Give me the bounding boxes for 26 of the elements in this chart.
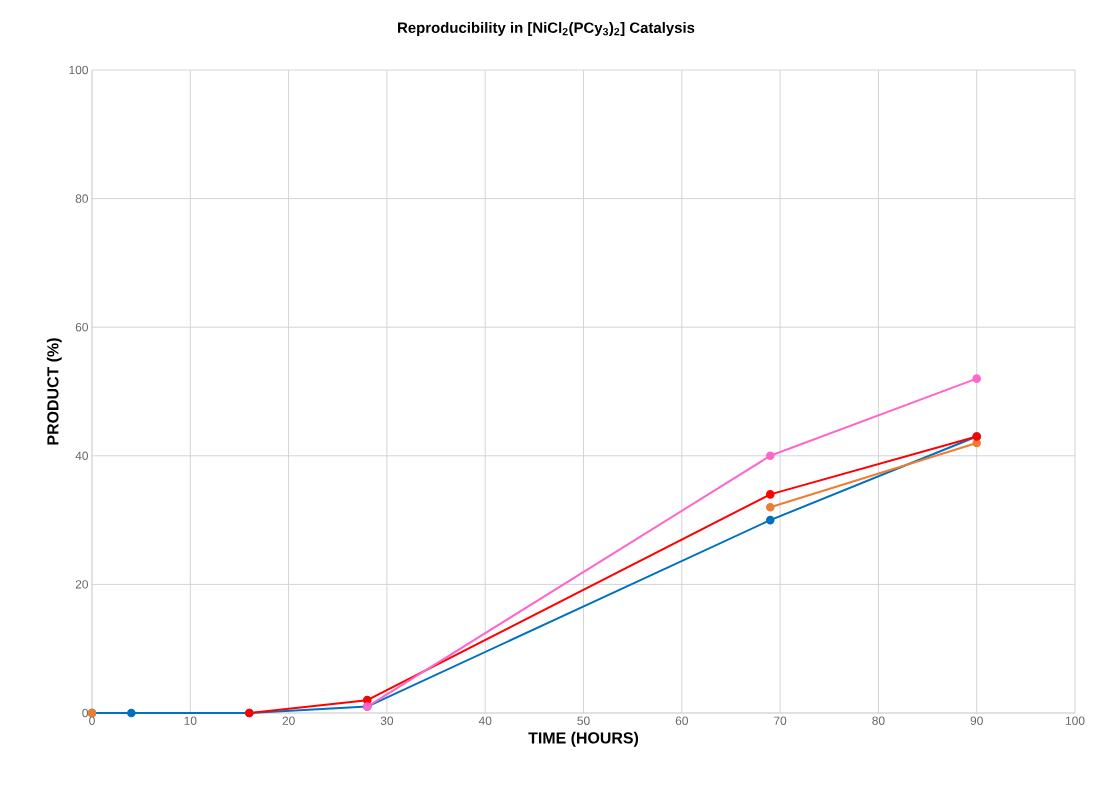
y-axis-title: PRODUCT (%)	[46, 338, 62, 445]
y-tick-label: 60	[75, 322, 89, 332]
x-tick-label: 100	[1065, 716, 1085, 725]
x-tick-label: 40	[478, 716, 492, 725]
point	[765, 515, 775, 525]
point	[127, 708, 136, 718]
x-tick-label: 80	[872, 716, 885, 725]
x-tick-label: 20	[282, 716, 295, 725]
x-tick-label: 60	[675, 716, 688, 725]
y-tick-label: 40	[75, 451, 89, 461]
y-tick-label: 80	[75, 194, 89, 203]
x-axis-title: TIME (HOURS)	[528, 731, 639, 747]
point	[765, 451, 775, 461]
x-tick-label: 30	[380, 716, 394, 725]
x-tick-label: 90	[970, 716, 983, 725]
x-tick-label: 50	[577, 716, 590, 725]
chart-title: Reproducibility in [NiCl$_{2}$(PCy$_{3}$)$_{2}$] Catalysis	[398, 22, 695, 36]
x-tick-label: 0	[89, 716, 95, 725]
point	[765, 502, 775, 512]
point	[765, 490, 775, 499]
point	[972, 374, 981, 383]
x-tick-label: 70	[774, 716, 787, 725]
y-tick-label: 20	[75, 580, 89, 589]
point	[972, 438, 981, 448]
x-tick-label: 10	[184, 716, 197, 725]
y-tick-label: 100	[69, 65, 89, 75]
